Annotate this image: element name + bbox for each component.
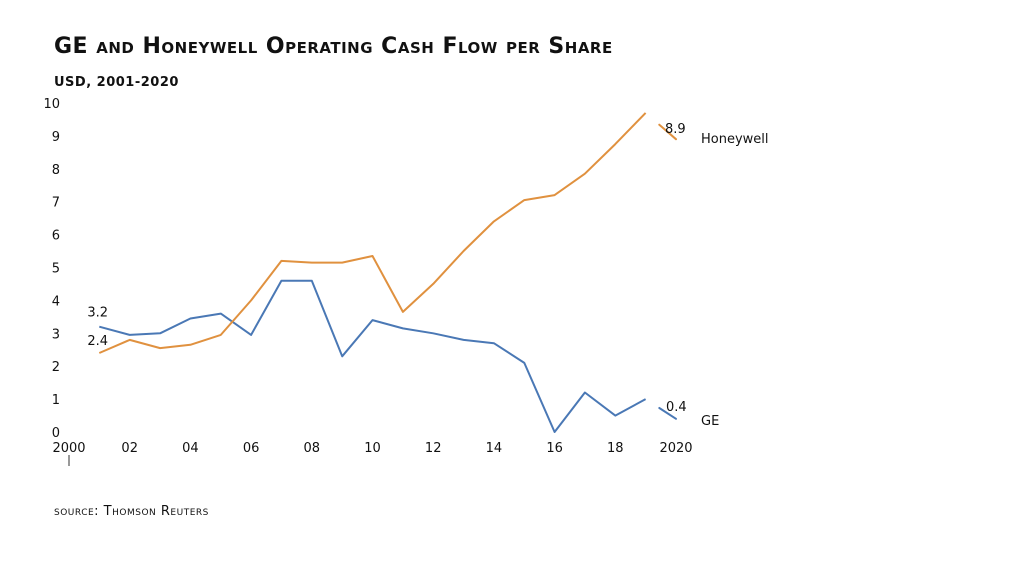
- x-tick-label: 2020: [659, 441, 692, 456]
- x-tick-label: 08: [304, 441, 321, 456]
- y-tick-label: 1: [52, 393, 60, 408]
- x-axis: 2000 02 04 06 08 10 12 14 16 18 2020: [52, 441, 693, 466]
- source-note: source: Thomson Reuters: [54, 504, 209, 519]
- y-tick-label: 2: [52, 360, 60, 375]
- series-end-segment-ge: [658, 406, 677, 420]
- ge-series-name: GE: [701, 414, 719, 429]
- ge-start-label: 3.2: [87, 306, 108, 321]
- y-tick-label: 3: [52, 327, 60, 342]
- y-tick-label: 4: [52, 294, 60, 309]
- y-tick-label: 9: [52, 130, 60, 145]
- ge-end-label: 0.4: [666, 400, 687, 415]
- series-line-ge: [99, 279, 647, 433]
- y-tick-label: 0: [52, 426, 60, 441]
- honeywell-series-name: Honeywell: [701, 132, 769, 147]
- x-tick-label: 2000: [52, 441, 85, 456]
- series-labels: 3.2 2.4 0.4 8.9 GE Honeywell: [87, 122, 768, 429]
- y-tick-label: 8: [52, 163, 60, 178]
- x-tick-label: 16: [546, 441, 563, 456]
- x-tick-label: 12: [425, 441, 442, 456]
- y-axis: 0 1 2 3 4 5 6 7 8 9 10: [43, 97, 60, 441]
- x-tick-label: 06: [243, 441, 260, 456]
- x-tick-label: 04: [182, 441, 199, 456]
- y-tick-label: 10: [43, 97, 60, 112]
- x-tick-label: 18: [607, 441, 624, 456]
- series-line-honeywell: [98, 112, 647, 354]
- series-end-segment-honeywell: [658, 123, 677, 141]
- honeywell-end-label: 8.9: [665, 122, 686, 137]
- chart-subtitle: USD, 2001-2020: [54, 75, 179, 90]
- y-tick-label: 7: [52, 196, 60, 211]
- honeywell-start-label: 2.4: [87, 334, 108, 349]
- x-tick-label: 10: [364, 441, 381, 456]
- x-tick-label: 14: [486, 441, 503, 456]
- x-tick-label: 02: [121, 441, 138, 456]
- series-lines: [98, 112, 677, 433]
- y-tick-label: 5: [52, 262, 60, 277]
- chart-title: GE and Honeywell Operating Cash Flow per…: [54, 34, 613, 59]
- y-tick-label: 6: [52, 229, 60, 244]
